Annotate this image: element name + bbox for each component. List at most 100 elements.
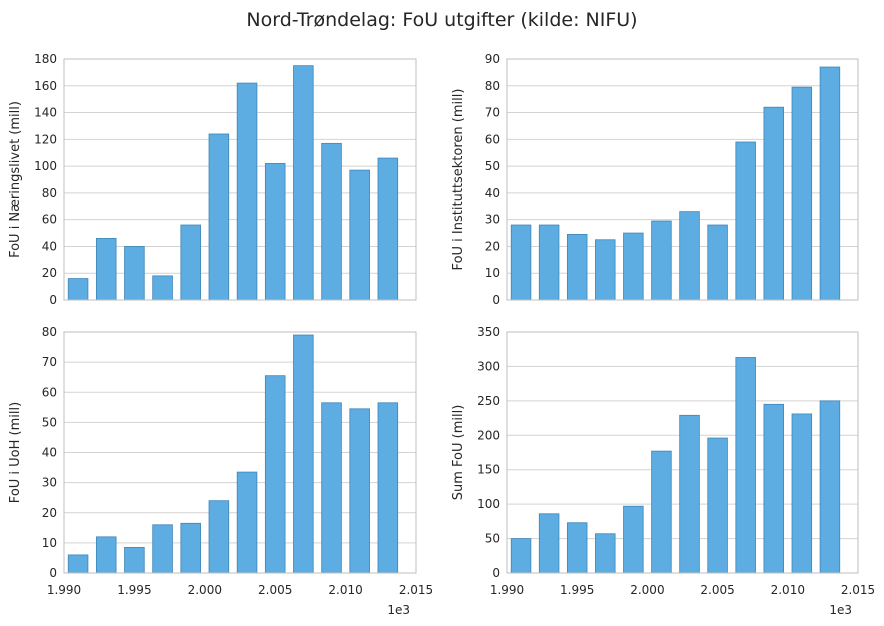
plot-frame [63, 58, 417, 301]
x-tick-label: 2.005 [258, 583, 292, 597]
y-axis-label: Sum FoU (mill) [451, 405, 466, 501]
bar [566, 233, 588, 301]
x-tick-label: 2.010 [771, 583, 805, 597]
bar [67, 278, 89, 301]
y-tick-label: 30 [42, 476, 57, 490]
y-tick-label: 80 [485, 79, 500, 93]
y-tick-label: 70 [485, 106, 500, 120]
bar [510, 538, 532, 574]
y-tick-label: 20 [42, 266, 57, 280]
y-tick-label: 250 [477, 394, 500, 408]
y-tick-label: 150 [477, 463, 500, 477]
x-tick-label: 2.000 [188, 583, 222, 597]
x-axis-offset-label: 1e3 [829, 603, 852, 617]
bar [623, 232, 644, 301]
y-tick-label: 180 [34, 52, 57, 66]
y-tick-label: 40 [42, 239, 57, 253]
y-tick-label: 100 [477, 497, 500, 511]
bar [349, 169, 370, 301]
y-tick-label: 30 [485, 213, 500, 227]
y-axis-label: FoU i UoH (mill) [8, 402, 23, 503]
y-tick-label: 0 [49, 293, 57, 307]
y-tick-label: 90 [485, 52, 500, 66]
y-tick-label: 0 [492, 293, 500, 307]
bar [293, 334, 314, 574]
bar [152, 524, 173, 574]
x-tick-label: 2.010 [328, 583, 362, 597]
y-tick-label: 60 [42, 213, 57, 227]
bar [791, 413, 813, 574]
y-tick-label: 20 [42, 506, 57, 520]
bar [679, 211, 700, 301]
y-tick-label: 350 [477, 325, 500, 339]
y-tick-label: 20 [485, 239, 500, 253]
y-tick-label: 0 [49, 566, 57, 580]
y-tick-label: 40 [42, 446, 57, 460]
y-tick-label: 200 [477, 428, 500, 442]
y-tick-label: 120 [34, 132, 57, 146]
x-tick-label: 2.015 [399, 583, 433, 597]
y-tick-label: 60 [42, 385, 57, 399]
bar [651, 220, 672, 301]
y-tick-label: 300 [477, 359, 500, 373]
bar [819, 400, 841, 574]
bar [595, 533, 616, 574]
bar [264, 375, 286, 574]
bar [124, 546, 145, 574]
bar [791, 86, 813, 301]
bar [707, 437, 728, 574]
y-tick-label: 70 [42, 355, 57, 369]
y-tick-label: 100 [34, 159, 57, 173]
bar [208, 500, 230, 574]
x-tick-label: 2.000 [630, 583, 664, 597]
bar [208, 133, 230, 301]
bar [735, 141, 756, 301]
chart-panel-1: 0 20 40 60 80 100 120 140 160 180 FoU i Næringsliv… [8, 52, 417, 307]
bar [538, 224, 560, 301]
bar [595, 239, 616, 301]
bar [623, 505, 644, 574]
figure-title: Nord-Trøndelag: FoU utgifter (kilde: NIF… [246, 9, 637, 31]
x-tick-label: 2.005 [700, 583, 734, 597]
y-tick-label: 80 [42, 325, 57, 339]
bar [321, 402, 342, 574]
chart-panel-4: 0 50 100 150 200 250 300 350 1.990 1.995 2.000 2.00… [451, 325, 875, 617]
bar [377, 402, 399, 574]
chart-panel-2: 0 10 20 30 40 50 60 70 80 90 FoU i Instituttsektor… [451, 52, 859, 307]
bar [510, 224, 532, 301]
y-tick-label: 60 [485, 132, 500, 146]
x-tick-label: 2.015 [841, 583, 875, 597]
bar [180, 224, 201, 301]
bar [538, 513, 560, 574]
bar [763, 403, 784, 574]
bar [180, 522, 201, 574]
bar [763, 106, 784, 301]
bar [124, 246, 145, 301]
x-axis-offset-label: 1e3 [387, 603, 410, 617]
bar [651, 450, 672, 574]
bar [264, 163, 286, 301]
y-tick-label: 140 [34, 106, 57, 120]
y-tick-label: 50 [485, 159, 500, 173]
bar [819, 66, 841, 301]
y-tick-label: 0 [492, 566, 500, 580]
plot-frame [63, 331, 417, 574]
bar [679, 414, 700, 574]
bar [293, 65, 314, 301]
bar [152, 275, 173, 301]
y-tick-label: 10 [42, 536, 57, 550]
x-tick-label: 1.995 [117, 583, 151, 597]
bar [236, 471, 258, 574]
plot-frame [506, 58, 859, 301]
y-tick-label: 10 [485, 266, 500, 280]
y-tick-label: 40 [485, 186, 500, 200]
bar [236, 82, 258, 301]
plot-frame [506, 331, 859, 574]
bar [67, 554, 89, 574]
bar [377, 157, 399, 301]
bar [95, 536, 117, 574]
y-axis-label: FoU i Instituttsektoren (mill) [451, 89, 466, 271]
y-tick-label: 80 [42, 186, 57, 200]
